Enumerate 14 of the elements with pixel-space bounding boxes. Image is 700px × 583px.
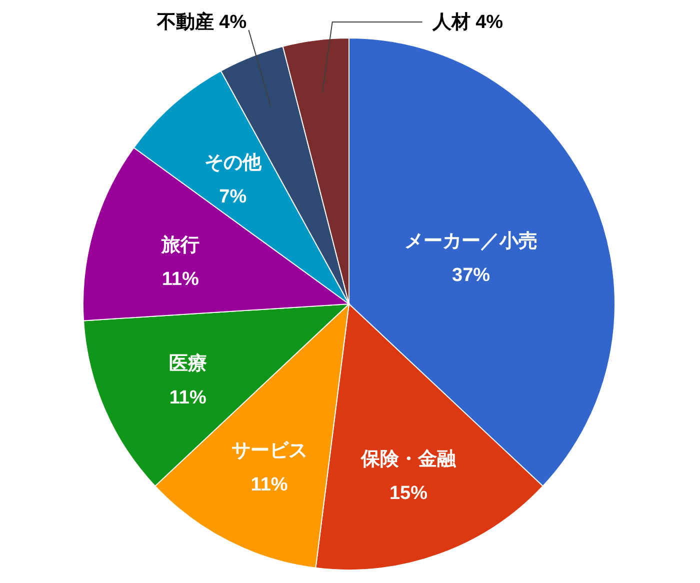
- slice-label: 医療: [168, 352, 207, 375]
- data-label: 15%: [389, 483, 428, 504]
- slice-label: 保険・金融: [360, 449, 457, 470]
- data-label: 11%: [162, 269, 200, 290]
- slice-label: メーカー／小売: [404, 230, 538, 252]
- data-label: 11%: [169, 388, 206, 409]
- data-label: 37%: [452, 265, 490, 286]
- slice-label: 旅行: [160, 234, 200, 256]
- data-label: 7%: [219, 186, 247, 208]
- slice-label: その他: [204, 152, 262, 174]
- slice-label: 不動産 4%: [156, 11, 247, 33]
- data-label: 11%: [250, 474, 288, 496]
- slice-label: サービス: [231, 440, 308, 462]
- slice-label: 人材 4%: [431, 11, 504, 33]
